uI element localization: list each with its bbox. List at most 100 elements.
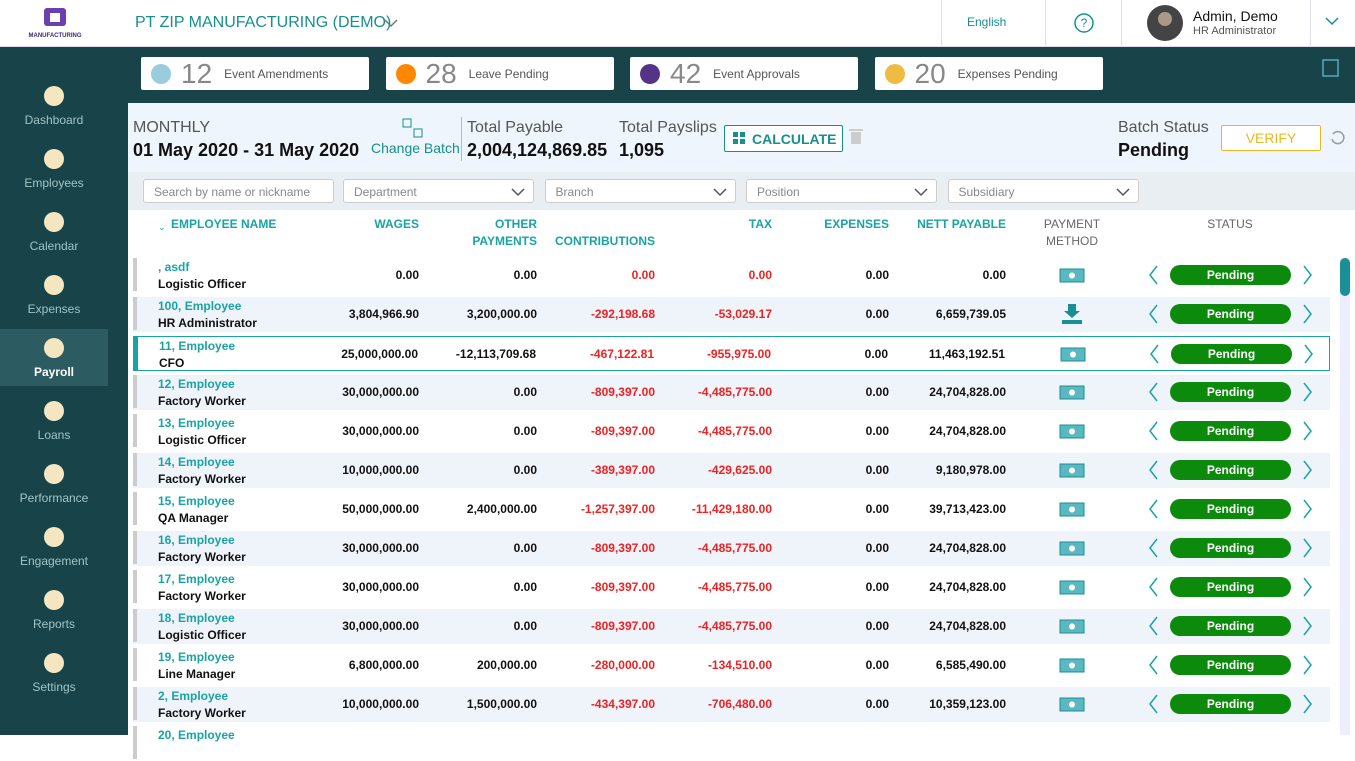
table-row[interactable]: 15, Employee QA Manager 50,000,000.00 2,400… xyxy=(133,492,1330,527)
logo[interactable]: MANUFACTURING xyxy=(20,6,90,39)
prev-status[interactable] xyxy=(1148,655,1160,675)
nav-item[interactable]: Expenses xyxy=(0,266,108,323)
table-row[interactable]: , asdf Logistic Officer 0.00 0.00 0.00 0.00 0.… xyxy=(133,258,1330,293)
next-status[interactable] xyxy=(1301,538,1313,558)
status-pill[interactable]: Pending xyxy=(1170,577,1291,597)
nav-item[interactable]: Performance xyxy=(0,455,108,512)
prev-status[interactable] xyxy=(1148,616,1160,636)
user-caret[interactable] xyxy=(1325,16,1339,26)
next-status[interactable] xyxy=(1301,304,1313,324)
status-pill[interactable]: Pending xyxy=(1171,344,1292,364)
table-row[interactable]: 2, Employee Factory Worker 10,000,000.00 1,… xyxy=(133,687,1330,722)
table-row[interactable]: 18, Employee Logistic Officer 30,000,000.0… xyxy=(133,609,1330,644)
prev-status[interactable] xyxy=(1148,421,1160,441)
next-status[interactable] xyxy=(1301,655,1313,675)
status-pill[interactable]: Pending xyxy=(1170,616,1291,636)
summary-card[interactable]: 12 Event Amendments xyxy=(141,57,369,90)
employee-name[interactable]: , asdf xyxy=(158,260,190,274)
employee-name[interactable]: 18, Employee xyxy=(158,611,235,625)
payment-icon[interactable] xyxy=(1059,420,1085,442)
next-status[interactable] xyxy=(1301,616,1313,636)
next-status[interactable] xyxy=(1302,344,1314,364)
filter-dropdown[interactable]: Subsidiary xyxy=(947,179,1139,203)
prev-status[interactable] xyxy=(1148,382,1160,402)
status-pill[interactable]: Pending xyxy=(1170,460,1291,480)
summary-card[interactable]: 28 Leave Pending xyxy=(385,57,614,90)
status-pill[interactable]: Pending xyxy=(1170,265,1291,285)
prev-status[interactable] xyxy=(1148,265,1160,285)
nav-item[interactable]: Payroll xyxy=(0,329,108,386)
delete-icon[interactable] xyxy=(849,128,863,145)
table-row[interactable]: 100, Employee HR Administrator 3,804,966.9… xyxy=(133,297,1330,332)
nav-item[interactable]: Loans xyxy=(0,392,108,449)
column-header[interactable]: CONTRIBUTIONS xyxy=(555,234,655,248)
export-icon[interactable] xyxy=(1320,57,1342,79)
employee-name[interactable]: 100, Employee xyxy=(158,299,242,313)
next-status[interactable] xyxy=(1301,265,1313,285)
payment-icon[interactable] xyxy=(1059,576,1085,598)
payment-icon[interactable] xyxy=(1059,693,1085,715)
status-pill[interactable]: Pending xyxy=(1170,694,1291,714)
summary-card[interactable]: 20 Expenses Pending xyxy=(874,57,1103,90)
next-status[interactable] xyxy=(1301,421,1313,441)
verify-button[interactable]: VERIFY xyxy=(1221,125,1321,151)
summary-card[interactable]: 42 Event Approvals xyxy=(630,57,858,90)
employee-name[interactable]: 17, Employee xyxy=(158,572,235,586)
payment-icon[interactable] xyxy=(1059,381,1085,403)
nav-item[interactable]: Settings xyxy=(0,644,108,701)
status-pill[interactable]: Pending xyxy=(1170,655,1291,675)
scrollbar[interactable] xyxy=(1340,258,1350,735)
table-row[interactable]: 11, Employee CFO 25,000,000.00 -12,113,709.… xyxy=(133,336,1330,371)
table-row[interactable]: 17, Employee Factory Worker 30,000,000.00 0… xyxy=(133,570,1330,605)
payment-icon[interactable] xyxy=(1059,303,1085,325)
help-icon[interactable]: ? xyxy=(1073,12,1095,34)
next-status[interactable] xyxy=(1301,382,1313,402)
prev-status[interactable] xyxy=(1148,538,1160,558)
table-row[interactable]: 12, Employee Factory Worker 30,000,000.00 0… xyxy=(133,375,1330,410)
change-batch[interactable]: Change Batch xyxy=(371,140,460,156)
payment-icon[interactable] xyxy=(1059,459,1085,481)
next-status[interactable] xyxy=(1301,577,1313,597)
employee-name[interactable]: 19, Employee xyxy=(158,650,235,664)
employee-name[interactable]: 11, Employee xyxy=(159,339,236,353)
employee-name[interactable]: 16, Employee xyxy=(158,533,235,547)
status-pill[interactable]: Pending xyxy=(1170,499,1291,519)
table-row[interactable]: 19, Employee Line Manager 6,800,000.00 200,… xyxy=(133,648,1330,683)
table-row[interactable]: 13, Employee Logistic Officer 30,000,000.0… xyxy=(133,414,1330,449)
status-pill[interactable]: Pending xyxy=(1170,304,1291,324)
column-header[interactable]: NETT PAYABLE xyxy=(917,217,1006,231)
nav-item[interactable]: Reports xyxy=(0,581,108,638)
payment-icon[interactable] xyxy=(1059,615,1085,637)
table-row[interactable]: 14, Employee Factory Worker 10,000,000.00 0… xyxy=(133,453,1330,488)
next-status[interactable] xyxy=(1301,694,1313,714)
change-batch-icon[interactable] xyxy=(401,117,425,139)
company-caret[interactable] xyxy=(384,18,398,28)
company-name[interactable]: PT ZIP MANUFACTURING (DEMO) xyxy=(135,14,392,31)
payment-icon[interactable] xyxy=(1059,654,1085,676)
avatar[interactable] xyxy=(1147,5,1183,41)
filter-dropdown[interactable]: Position xyxy=(746,179,937,203)
nav-item[interactable]: Employees xyxy=(0,140,108,197)
employee-name[interactable]: 2, Employee xyxy=(158,689,229,703)
nav-item[interactable]: Dashboard xyxy=(0,77,108,134)
prev-status[interactable] xyxy=(1148,577,1160,597)
prev-status[interactable] xyxy=(1148,460,1160,480)
undo-icon[interactable] xyxy=(1329,129,1345,145)
payment-icon[interactable] xyxy=(1059,537,1085,559)
payment-icon[interactable] xyxy=(1059,498,1085,520)
column-header[interactable]: WAGES xyxy=(374,217,419,231)
employee-name[interactable]: 13, Employee xyxy=(158,416,235,430)
column-header[interactable]: EXPENSES xyxy=(824,217,889,231)
language[interactable]: English xyxy=(967,15,1007,29)
filter-dropdown[interactable]: Department xyxy=(343,179,534,203)
prev-status[interactable] xyxy=(1148,694,1160,714)
prev-status[interactable] xyxy=(1149,344,1161,364)
prev-status[interactable] xyxy=(1148,499,1160,519)
employee-name[interactable]: 12, Employee xyxy=(158,377,235,391)
employee-name[interactable]: 20, Employee xyxy=(158,728,235,742)
status-pill[interactable]: Pending xyxy=(1170,421,1291,441)
nav-item[interactable]: Engagement xyxy=(0,518,108,575)
next-status[interactable] xyxy=(1301,499,1313,519)
status-pill[interactable]: Pending xyxy=(1170,382,1291,402)
prev-status[interactable] xyxy=(1148,304,1160,324)
